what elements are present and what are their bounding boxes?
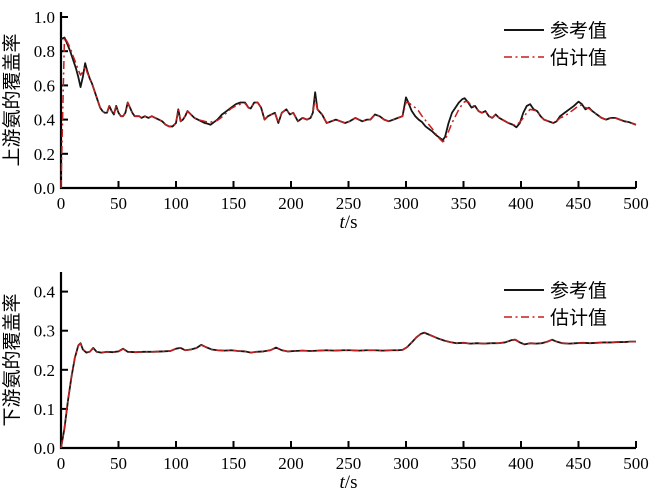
- x-tick-label: 400: [508, 194, 534, 213]
- upper-chart-ammonia-coverage-upstream: 0 50 100 150 200 250 300 350 400 450 500 0.0 0.2 0.4 0…: [1, 8, 649, 233]
- x-tick-label: 50: [110, 194, 127, 213]
- x-tick-label: 450: [566, 454, 592, 473]
- y-tick-label: 0.6: [34, 76, 55, 95]
- y-tick-label: 0.4: [34, 283, 56, 302]
- lower-chart-ammonia-coverage-downstream: 0 50 100 150 200 250 300 350 400 450 500 0.0 0.1 0.2 0…: [1, 272, 649, 493]
- y-axis-label: 下游氨的覆盖率: [1, 293, 23, 426]
- y-tick-label: 1.0: [34, 8, 55, 27]
- y-tick-label: 0.4: [34, 111, 56, 130]
- estimate-line: [60, 36, 637, 189]
- x-tick-label: 300: [393, 454, 419, 473]
- y-tick-label: 0.0: [34, 439, 55, 458]
- y-tick-label: 0.1: [34, 400, 55, 419]
- x-tick-label: 500: [623, 454, 649, 473]
- x-tick-label: 450: [566, 194, 592, 213]
- x-tick-label: 250: [336, 454, 362, 473]
- y-tick-label: 0.8: [34, 42, 55, 61]
- x-tick-label: 300: [393, 194, 419, 213]
- estimate-line: [60, 332, 636, 449]
- x-tick-label: 150: [221, 194, 247, 213]
- x-tick-label: 400: [508, 454, 534, 473]
- y-axis-label: 上游氨的覆盖率: [1, 33, 23, 166]
- reference-line: [60, 331, 636, 449]
- x-tick-label: 250: [336, 194, 362, 213]
- x-tick-label: 350: [451, 194, 477, 213]
- x-tick-label: 350: [451, 454, 477, 473]
- x-tick-label: 0: [57, 454, 66, 473]
- x-axis-label: t/s: [340, 472, 358, 493]
- y-tick-label: 0.0: [34, 179, 55, 198]
- x-tick-label: 150: [221, 454, 247, 473]
- y-tick-label: 0.3: [34, 322, 55, 341]
- legend-label-estimate: 估计值: [550, 47, 607, 69]
- y-tick-label: 0.2: [34, 145, 55, 164]
- legend-label-estimate: 估计值: [550, 307, 607, 329]
- x-tick-label: 200: [278, 454, 304, 473]
- y-tick-label: 0.2: [34, 361, 55, 380]
- x-tick-label: 100: [163, 454, 189, 473]
- legend-label-reference: 参考值: [550, 20, 607, 42]
- x-tick-label: 500: [623, 194, 649, 213]
- x-tick-label: 0: [57, 194, 66, 213]
- x-tick-label: 50: [110, 454, 127, 473]
- legend-label-reference: 参考值: [550, 280, 607, 302]
- x-tick-label: 100: [163, 194, 189, 213]
- x-axis-label: t/s: [340, 212, 358, 233]
- x-tick-label: 200: [278, 194, 304, 213]
